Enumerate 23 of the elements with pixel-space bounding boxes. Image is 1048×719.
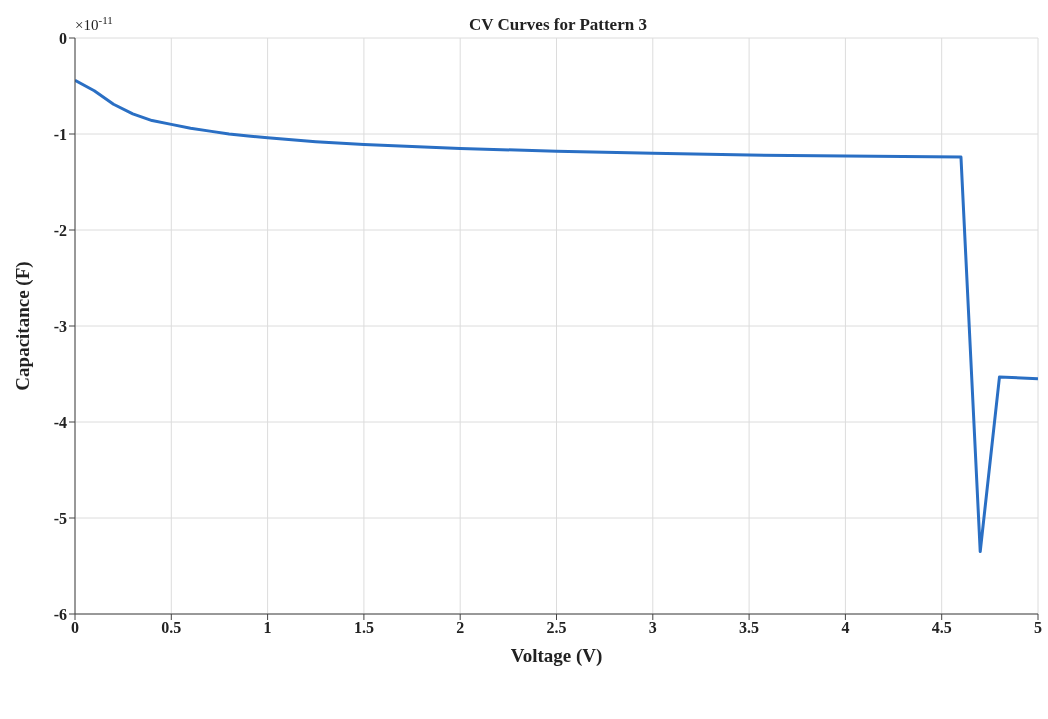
text: ×10$^{-11}$ [75, 14, 113, 33]
x-tick-label: 3 [648, 619, 657, 637]
y-tick-label: 0 [59, 29, 67, 47]
y-tick-label: -3 [53, 317, 67, 335]
x-tick-label: 5 [1034, 619, 1042, 637]
line-series [75, 78, 1038, 554]
x-tick-label: 4 [841, 619, 850, 637]
x-tick-label: 1.5 [353, 619, 374, 637]
x-tick-label: 2 [456, 619, 465, 637]
x-tick-label: 0.5 [161, 619, 182, 637]
x-tick-label: 2.5 [546, 619, 567, 637]
x-tick-label: 3.5 [739, 619, 760, 637]
y-axis-title: Capacitance (F) [11, 261, 34, 391]
chart-title: CV Curves for Pattern 3 [469, 15, 647, 34]
y-tick-label: -5 [53, 509, 67, 527]
x-tick-label: 1 [263, 619, 272, 637]
y-tick-label: -1 [53, 125, 67, 143]
y-tick-label: -4 [53, 413, 67, 431]
x-tick-label: 4.5 [931, 619, 952, 637]
x-axis-title: Voltage (V) [510, 645, 603, 667]
y-tick-label: -6 [53, 605, 67, 623]
y-tick-label: -2 [53, 221, 67, 239]
x-tick-label: 0 [71, 619, 79, 637]
